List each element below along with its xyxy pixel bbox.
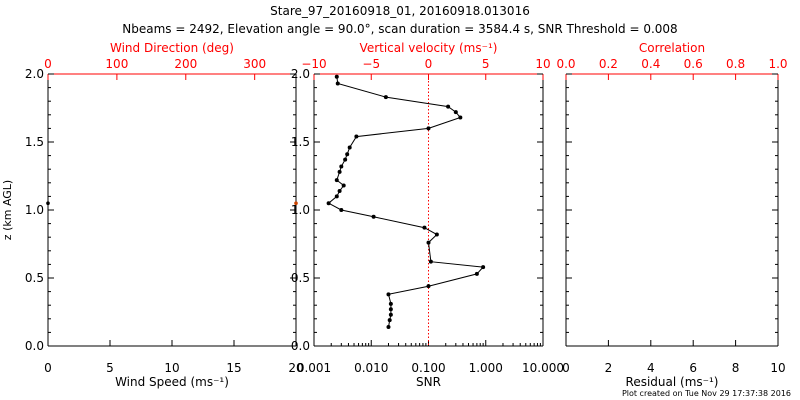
snr-point (354, 134, 359, 139)
wind-panel-top-tick-label: 100 (105, 57, 128, 71)
snr-point (388, 312, 393, 317)
wind-panel-top-axis-label: Wind Direction (deg) (110, 41, 234, 55)
snr-point (386, 324, 391, 329)
wind-panel-bottom-tick-label: 15 (226, 361, 241, 375)
snr-point (339, 164, 344, 169)
snr-point (428, 259, 433, 264)
wind-speed-point (46, 201, 50, 205)
snr-point (386, 292, 391, 297)
z-axis-label: z (km AGL) (1, 180, 14, 240)
residual-panel-bottom-tick-label: 4 (647, 361, 655, 375)
snr-velocity-panel-y-tick-label: 2.0 (291, 67, 310, 81)
wind-panel-bottom-tick-label: 20 (288, 361, 303, 375)
wind-panel-y-tick-label: 1.5 (25, 135, 44, 149)
residual-panel-bottom-tick-label: 2 (605, 361, 613, 375)
snr-point (481, 265, 486, 270)
residual-panel-top-tick-label: 0.0 (556, 57, 575, 71)
residual-panel-bottom-tick-label: 6 (689, 361, 697, 375)
wind-panel-top-tick-label: 0 (44, 57, 52, 71)
snr-point (388, 307, 393, 312)
snr-velocity-panel-bottom-axis-label: SNR (416, 375, 441, 389)
residual-panel-top-tick-label: 1.0 (768, 57, 787, 71)
wind-panel-y-tick-label: 0.0 (25, 339, 44, 353)
snr-velocity-panel-bottom-tick-label: 10.000 (522, 361, 564, 375)
wind-panel-bottom-tick-label: 0 (44, 361, 52, 375)
wind-panel-bottom-tick-label: 5 (106, 361, 114, 375)
residual-panel-top-tick-label: 0.6 (684, 57, 703, 71)
snr-point (453, 110, 458, 115)
snr-point (426, 240, 431, 245)
snr-point (387, 318, 392, 323)
snr-velocity-panel-top-tick-label: 0 (425, 57, 433, 71)
snr-velocity-panel-bottom-tick-label: 0.010 (354, 361, 388, 375)
figure-title-line2: Nbeams = 2492, Elevation angle = 90.0°, … (122, 22, 677, 36)
residual-panel-bottom-axis-label: Residual (ms⁻¹) (626, 375, 719, 389)
snr-point (326, 201, 331, 206)
wind-panel-bottom-axis-label: Wind Speed (ms⁻¹) (115, 375, 229, 389)
snr-velocity-panel-top-axis-label: Vertical velocity (ms⁻¹) (360, 41, 498, 55)
wind-panel-y-tick-label: 0.5 (25, 271, 44, 285)
residual-panel-bottom-tick-label: 8 (732, 361, 740, 375)
snr-point (388, 301, 393, 306)
snr-point (422, 225, 427, 230)
snr-point (343, 157, 348, 162)
wind-panel-y-tick-label: 2.0 (25, 67, 44, 81)
snr-point (474, 271, 479, 276)
residual-panel-top-tick-label: 0.2 (599, 57, 618, 71)
snr-point (337, 188, 342, 193)
wind-panel-top-tick-label: 200 (174, 57, 197, 71)
residual-panel-top-tick-label: 0.4 (641, 57, 660, 71)
snr-point (335, 81, 340, 86)
snr-velocity-panel-top-tick-label: −10 (301, 57, 326, 71)
snr-point (334, 74, 339, 79)
snr-profile-line (327, 76, 485, 328)
snr-point (383, 95, 388, 100)
snr-point (426, 284, 431, 289)
residual-panel-top-tick-label: 0.8 (726, 57, 745, 71)
snr-point (446, 104, 451, 109)
snr-velocity-panel-bottom-tick-label: 1.000 (469, 361, 503, 375)
wind-direction-point (294, 201, 298, 205)
wind-panel-bottom-tick-label: 10 (164, 361, 179, 375)
snr-point (334, 178, 339, 183)
snr-velocity-panel-y-tick-label: 0.5 (291, 271, 310, 285)
snr-velocity-panel-top-tick-label: 5 (482, 57, 490, 71)
snr-point (341, 183, 346, 188)
snr-point (347, 145, 352, 150)
snr-point (371, 214, 376, 219)
snr-point (339, 208, 344, 212)
wind-panel-y-tick-label: 1.0 (25, 203, 44, 217)
wind-panel-top-tick-label: 300 (243, 57, 266, 71)
snr-velocity-panel-y-tick-label: 1.5 (291, 135, 310, 149)
snr-velocity-panel-y-tick-label: 1.0 (291, 203, 310, 217)
residual-panel-top-axis-label: Correlation (639, 41, 705, 55)
snr-point (337, 169, 342, 174)
figure-title-line1: Stare_97_20160918_01, 20160918.013016 (270, 4, 530, 18)
snr-point (434, 232, 439, 237)
snr-point (345, 152, 350, 157)
snr-velocity-panel-top-tick-label: 10 (535, 57, 550, 71)
snr-velocity-panel-y-tick-label: 0.0 (291, 339, 310, 353)
residual-panel-bottom-tick-label: 0 (562, 361, 570, 375)
snr-point (458, 115, 463, 120)
snr-velocity-panel-top-tick-label: −5 (362, 57, 380, 71)
snr-velocity-panel-bottom-tick-label: 0.100 (411, 361, 445, 375)
snr-point (426, 126, 431, 131)
snr-velocity-panel-bottom-tick-label: 0.001 (297, 361, 331, 375)
residual-panel-bottom-tick-label: 10 (770, 361, 785, 375)
snr-point (334, 194, 339, 199)
plot-footer: Plot created on Tue Nov 29 17:37:38 2016 (622, 389, 791, 398)
